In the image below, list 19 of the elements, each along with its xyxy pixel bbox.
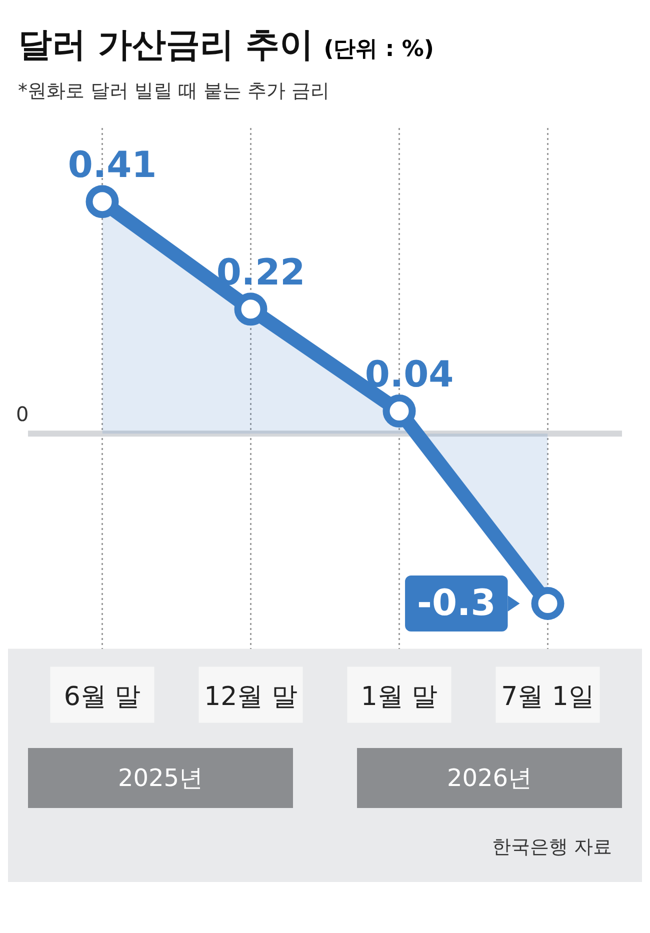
chart-subtitle: *원화로 달러 빌릴 때 붙는 추가 금리 bbox=[17, 79, 331, 104]
x-tick-label: 7월 1일 bbox=[501, 682, 594, 712]
ref-line-label: 0 bbox=[16, 402, 29, 426]
data-label: 0.41 bbox=[68, 144, 157, 186]
data-label: 0.04 bbox=[364, 354, 454, 396]
point bbox=[531, 587, 564, 620]
point bbox=[86, 185, 119, 218]
x-tick-label: 1월 말 bbox=[360, 682, 438, 712]
data-label: 0.22 bbox=[216, 252, 306, 294]
text: 한국은행 자료 bbox=[490, 835, 613, 860]
text: (단위 : %) bbox=[324, 37, 434, 62]
text: 2026년 bbox=[357, 748, 622, 808]
data-label: -0.3 bbox=[417, 582, 496, 624]
x-tick-label: 12월 말 bbox=[204, 682, 298, 712]
point bbox=[382, 394, 416, 428]
text: 2025년 bbox=[28, 748, 293, 808]
chart-title: 달러 가산금리 추이 bbox=[18, 25, 314, 65]
point bbox=[234, 292, 268, 326]
x-tick-label: 6월 말 bbox=[64, 682, 141, 712]
